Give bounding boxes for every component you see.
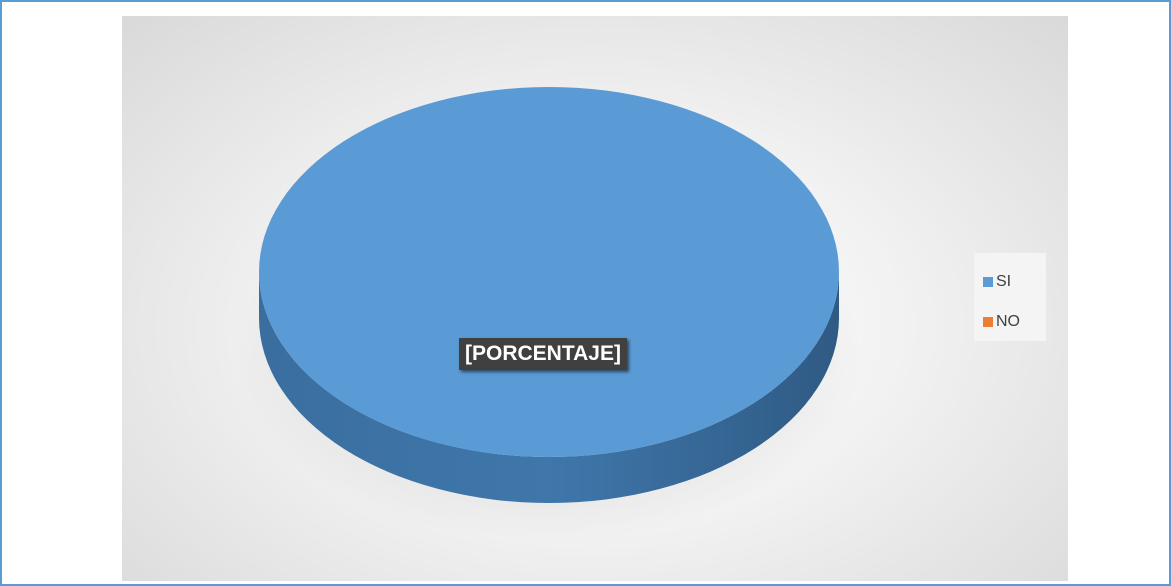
legend: SI NO [974,253,1046,341]
pie-slice-side-si [259,272,839,503]
chart-area: [PORCENTAJE] SI NO [122,16,1068,581]
data-label-si: [PORCENTAJE] [459,338,627,370]
legend-item-si: SI [983,273,1011,291]
pie-slice-si [259,87,839,457]
legend-label-no: NO [996,313,1020,330]
legend-item-no: NO [983,313,1020,331]
legend-swatch-no [983,317,993,327]
legend-label-si: SI [996,273,1012,290]
legend-swatch-si [983,277,993,287]
pie-chart [233,87,863,541]
